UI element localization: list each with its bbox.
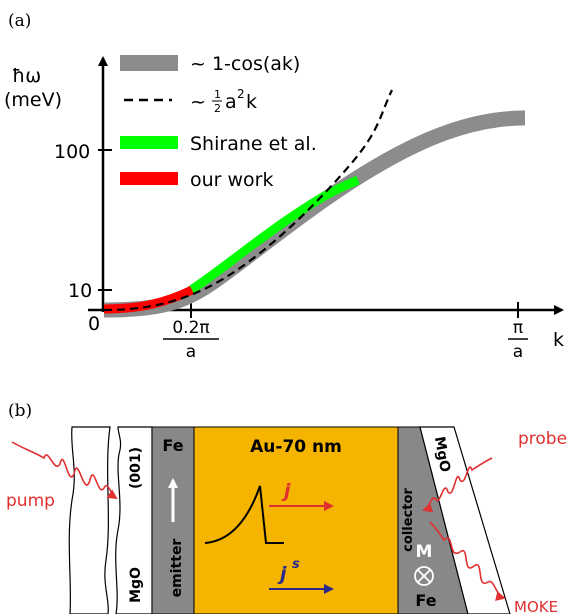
mgo-right-slab [419, 426, 511, 614]
ourwork-data [103, 285, 194, 314]
pump-beam [11, 441, 118, 500]
mgo-left-slab [115, 426, 153, 614]
x-axis-label: k [553, 329, 564, 351]
panel-b-label: (b) [8, 401, 32, 421]
emitter-fe-label: Fe [162, 436, 183, 455]
legend-quad-frac-den: 2 [214, 102, 221, 115]
pump-label: pump [6, 491, 55, 511]
left-substrate-slab [68, 426, 111, 614]
legend-quad-frac-num: 1 [214, 88, 221, 101]
collector-fe-layer [397, 426, 469, 614]
panel-a-label: (a) [8, 11, 31, 31]
legend: ~ 1-cos(ak) ~ 1 2 a 2 k Shirane et al. o… [120, 53, 317, 191]
pulse-shape [204, 485, 284, 544]
y-axis-unit: (meV) [4, 89, 62, 111]
shirane-data [185, 175, 360, 296]
panel-b: (b) (001) MgO Fe emitter Au-70 nm j j s … [6, 401, 567, 614]
mgo-left-orientation: (001) [128, 447, 144, 489]
moke-beam [429, 521, 506, 601]
x-tick-0: 0 [88, 313, 100, 335]
x-tick-pi-den: a [513, 342, 523, 362]
probe-label: probe [518, 429, 567, 449]
j-label: j [281, 480, 291, 502]
emitter-label: emitter [169, 539, 185, 598]
js-label-sup: s [292, 557, 300, 572]
magnetization-into-page-icon [414, 566, 434, 586]
js-label: j [277, 563, 287, 585]
legend-label-shirane: Shirane et al. [190, 133, 317, 155]
legend-swatch-ourwork [120, 172, 178, 185]
legend-quad-exp: 2 [237, 87, 245, 101]
x-tick-pi-num: π [513, 318, 523, 338]
y-tick-10-label: 10 [68, 280, 92, 302]
quad-curve [103, 89, 393, 312]
collector-m-label: M [416, 542, 433, 562]
y-tick-100-label: 100 [54, 141, 90, 163]
y-axis-symbol: ħω [12, 65, 41, 87]
legend-swatch-shirane [120, 136, 178, 149]
legend-label-ourwork: our work [190, 169, 274, 191]
collector-label: collector [401, 488, 416, 552]
collector-fe-label: Fe [415, 591, 436, 610]
probe-beam [422, 457, 493, 513]
x-tick-02pi-num: 0.2π [172, 318, 209, 338]
au-layer [193, 426, 399, 614]
legend-quad-prefix: ~ [190, 91, 206, 113]
legend-quad-a: a [225, 91, 237, 113]
legend-quad-k: k [246, 91, 257, 113]
x-tick-02pi-den: a [186, 342, 196, 362]
panel-a: (a) ħω (meV) 100 10 0 0.2π a π a k ~ 1-c… [4, 11, 564, 362]
legend-label-cos: ~ 1-cos(ak) [190, 53, 300, 75]
mgo-right-label: MgO [431, 435, 453, 473]
legend-swatch-cos [120, 55, 178, 71]
au-label: Au-70 nm [250, 437, 342, 457]
moke-label: MOKE [514, 598, 558, 614]
mgo-left-label: MgO [128, 567, 144, 603]
